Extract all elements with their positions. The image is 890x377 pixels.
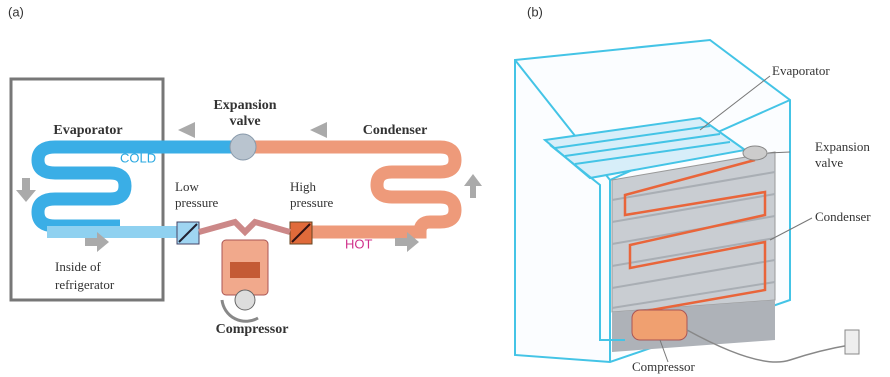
expansion-valve [230,134,256,160]
compressor-ports [199,222,290,232]
page: (a) Expansion valve Evaporator Condenser… [0,0,890,377]
expansion-valve [743,146,767,160]
panel-tag: (b) [527,4,543,19]
panel-tag: (a) [8,4,24,19]
label: Compressor [632,359,696,374]
label: High [290,179,317,194]
label: pressure [290,195,334,210]
label: COLD [120,150,156,165]
refrigerator-drawing [515,40,859,362]
label: Evaporator [772,63,830,78]
label: HOT [345,236,373,251]
condenser-coil [243,147,455,232]
label: Condenser [815,209,871,224]
label: Compressor [216,322,289,337]
outlet [845,330,859,354]
label: pressure [175,195,219,210]
label: valve [815,155,843,170]
label: refrigerator [55,277,115,292]
label: Expansion [213,98,276,113]
crank [235,290,255,310]
label: Low [175,179,199,194]
compressor [632,310,687,340]
label: Evaporator [53,123,122,138]
piston [230,262,260,278]
label: Expansion [815,139,870,154]
diagram: (a) Expansion valve Evaporator Condenser… [0,0,890,377]
label: Inside of [55,259,102,274]
label: valve [229,114,260,129]
label: Condenser [363,123,428,138]
